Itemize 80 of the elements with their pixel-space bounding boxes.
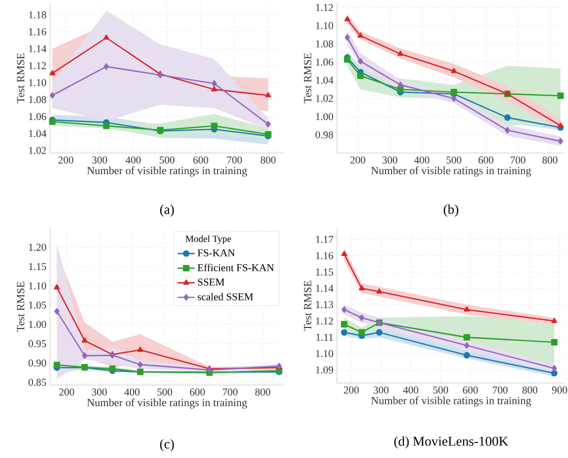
y-tick-label: 1.04 xyxy=(316,76,334,84)
y-tick-label: 1.17 xyxy=(316,236,334,243)
x-tick-label: 400 xyxy=(126,156,141,164)
legend-label: FS-KAN xyxy=(198,249,235,256)
y-axis-title: Test RMSE xyxy=(304,53,312,104)
y-tick-label: 1.10 xyxy=(29,282,46,290)
x-tick-label: 300 xyxy=(374,386,388,394)
y-tick-label: 1.05 xyxy=(29,302,46,309)
text: (b) xyxy=(444,204,458,217)
y-axis-title: Test RMSE xyxy=(304,280,312,331)
y-tick-label: 0.98 xyxy=(316,131,334,138)
x-tick-label: 200 xyxy=(59,388,74,396)
y-tick-label: 0.90 xyxy=(28,359,46,367)
x-tick-label: 200 xyxy=(344,386,359,394)
x-tick-label: 600 xyxy=(462,386,478,394)
x-tick-label: 800 xyxy=(542,156,558,164)
x-tick-label: 800 xyxy=(255,388,270,396)
legend-label: scaled SSEM xyxy=(198,293,254,300)
y-axis-title: Test RMSE xyxy=(16,53,24,104)
y-tick-label: 1.10 xyxy=(29,79,46,86)
x-tick-label: 800 xyxy=(260,156,276,164)
x-axis-title: Number of visible ratings in training xyxy=(87,166,248,177)
text: (c) xyxy=(160,439,174,452)
y-tick-label: 1.15 xyxy=(29,263,46,270)
x-axis-title: Number of visible ratings in training xyxy=(371,166,532,177)
text: (d) MovieLens-100K xyxy=(394,436,508,449)
y-tick-label: 0.85 xyxy=(28,378,46,386)
x-tick-label: 300 xyxy=(92,388,107,396)
x-tick-label: 500 xyxy=(433,386,448,394)
y-tick-label: 1.08 xyxy=(29,96,46,104)
x-tick-label: 600 xyxy=(190,388,205,396)
x-axis-title: Number of visible ratings in training xyxy=(87,398,247,409)
x-tick-label: 500 xyxy=(160,156,174,164)
y-tick-label: 1.14 xyxy=(316,284,334,292)
x-tick-label: 500 xyxy=(446,156,462,164)
x-tick-label: 400 xyxy=(403,386,418,394)
legend-label: SSEM xyxy=(198,278,224,286)
y-tick-label: 1.09 xyxy=(316,366,334,374)
x-tick-label: 700 xyxy=(492,386,508,394)
x-tick-label: 400 xyxy=(124,388,140,396)
x-tick-label: 300 xyxy=(92,156,108,164)
y-tick-label: 1.04 xyxy=(29,130,46,138)
x-tick-label: 700 xyxy=(222,388,238,396)
y-axis-title: Test RMSE xyxy=(16,282,24,332)
y-tick-label: 1.06 xyxy=(29,113,46,120)
y-tick-label: 1.00 xyxy=(316,113,334,120)
x-tick-label: 200 xyxy=(350,156,366,164)
y-tick-label: 1.18 xyxy=(29,11,46,18)
x-tick-label: 300 xyxy=(382,156,398,164)
y-tick-label: 1.02 xyxy=(316,94,333,102)
x-tick-label: 700 xyxy=(227,156,242,164)
y-tick-label: 1.10 xyxy=(316,22,334,30)
y-tick-label: 1.02 xyxy=(29,146,46,154)
y-tick-label: 1.12 xyxy=(316,317,333,325)
x-tick-label: 900 xyxy=(552,386,568,394)
x-tick-label: 700 xyxy=(510,156,526,164)
y-tick-label: 1.16 xyxy=(29,28,46,36)
x-tick-label: 200 xyxy=(58,156,74,164)
legend-title: Model Type xyxy=(186,235,231,244)
y-tick-label: 1.10 xyxy=(316,350,334,358)
x-tick-label: 600 xyxy=(478,156,494,164)
x-tick-label: 800 xyxy=(522,386,538,394)
y-tick-label: 1.15 xyxy=(316,268,334,276)
y-tick-label: 1.20 xyxy=(29,244,46,251)
y-tick-label: 1.00 xyxy=(29,320,46,328)
y-tick-label: 1.12 xyxy=(316,4,333,12)
x-tick-label: 600 xyxy=(193,156,208,164)
x-axis-title: Number of visible ratings in training xyxy=(371,396,532,407)
y-tick-label: 1.08 xyxy=(316,40,334,48)
y-tick-label: 1.16 xyxy=(316,252,334,260)
text: (a) xyxy=(160,204,174,217)
x-tick-label: 400 xyxy=(414,156,430,164)
legend-label: Efficient FS-KAN xyxy=(198,264,274,272)
y-tick-label: 0.95 xyxy=(28,340,46,348)
y-tick-label: 1.06 xyxy=(316,58,334,66)
y-tick-label: 1.11 xyxy=(316,334,333,341)
y-tick-label: 1.12 xyxy=(29,62,46,70)
y-tick-label: 1.14 xyxy=(29,45,46,52)
x-tick-label: 500 xyxy=(157,388,172,396)
y-tick-label: 1.13 xyxy=(316,301,334,308)
